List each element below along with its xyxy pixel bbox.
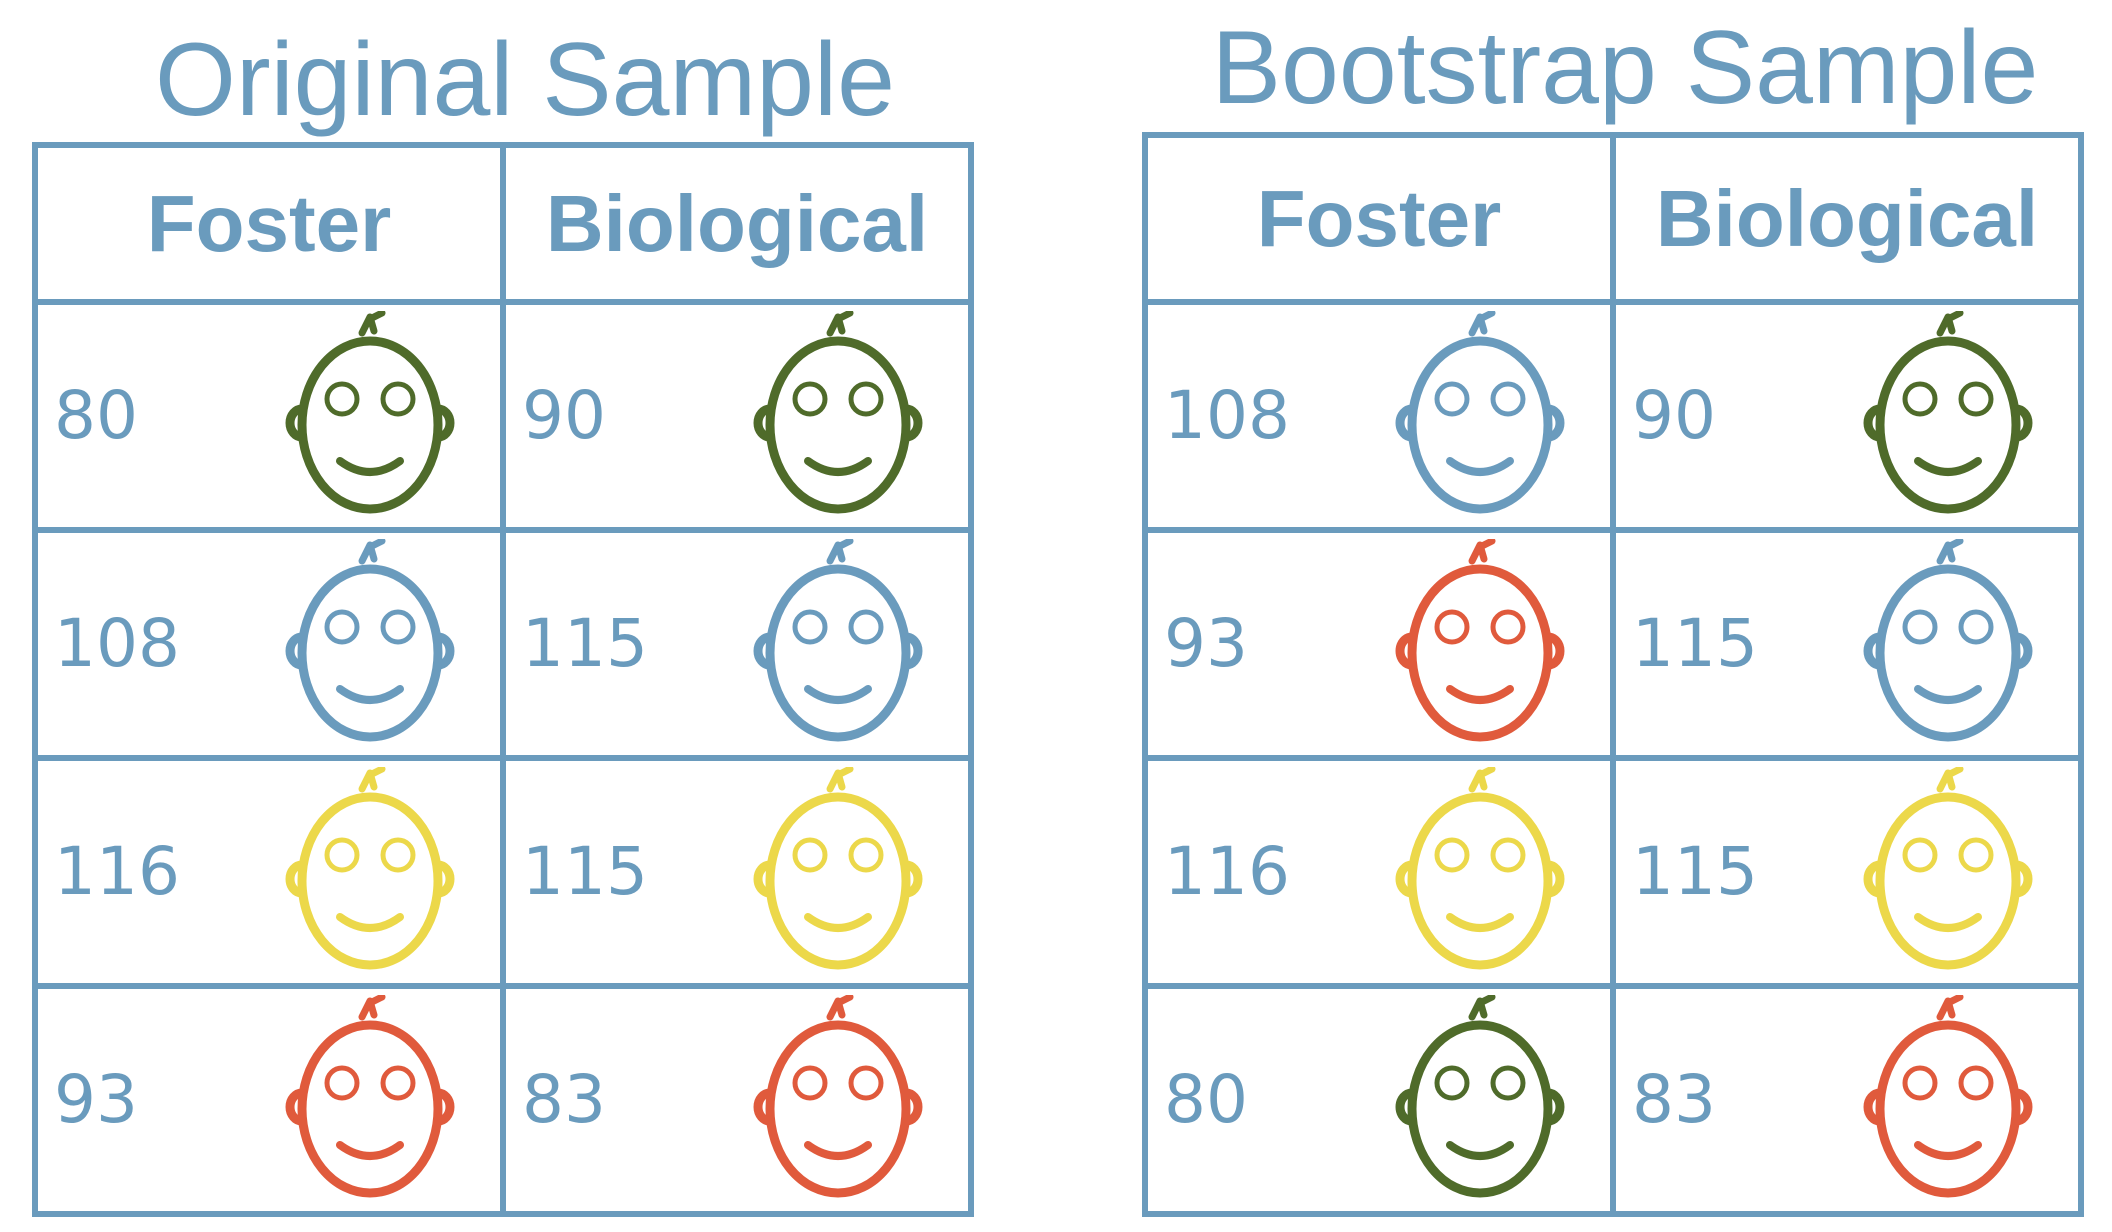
score-value: 115 bbox=[522, 605, 648, 682]
score-value: 80 bbox=[54, 377, 138, 454]
table-cell: 115 bbox=[1610, 527, 2084, 761]
bootstrap-sample-title: Bootstrap Sample bbox=[1211, 10, 2039, 126]
baby-face-icon bbox=[1395, 767, 1565, 970]
table-cell: 108 bbox=[32, 527, 506, 761]
table-cell: 93 bbox=[1142, 527, 1616, 761]
table-cell: 115 bbox=[500, 755, 974, 989]
score-value: 83 bbox=[522, 1061, 606, 1138]
original-sample-panel: Original Sample Foster Biological 80 90 … bbox=[0, 0, 1000, 1232]
table-cell: 83 bbox=[500, 983, 974, 1217]
original-sample-table: Foster Biological 80 90 108 115 bbox=[32, 142, 974, 1217]
score-value: 115 bbox=[522, 833, 648, 910]
table-cell: 90 bbox=[500, 299, 974, 533]
table-cell: 116 bbox=[32, 755, 506, 989]
score-value: 90 bbox=[1632, 377, 1716, 454]
bootstrap-sample-table: Foster Biological 108 90 93 115 bbox=[1142, 132, 2084, 1217]
score-value: 108 bbox=[54, 605, 180, 682]
baby-face-icon bbox=[285, 311, 455, 514]
foster-header: Foster bbox=[1142, 132, 1616, 305]
score-value: 116 bbox=[1164, 833, 1290, 910]
score-value: 108 bbox=[1164, 377, 1290, 454]
baby-face-icon bbox=[753, 539, 923, 742]
score-value: 80 bbox=[1164, 1061, 1248, 1138]
biological-header: Biological bbox=[1610, 132, 2084, 305]
score-value: 93 bbox=[1164, 605, 1248, 682]
table-row: 93 83 bbox=[32, 983, 974, 1217]
table-row: 80 83 bbox=[1142, 983, 2084, 1217]
original-sample-title: Original Sample bbox=[155, 22, 895, 138]
table-row: 108 90 bbox=[1142, 299, 2084, 533]
table-cell: 115 bbox=[500, 527, 974, 761]
score-value: 115 bbox=[1632, 605, 1758, 682]
table-cell: 80 bbox=[32, 299, 506, 533]
bootstrap-sample-panel: Bootstrap Sample Foster Biological 108 9… bbox=[1100, 0, 2112, 1232]
table-cell: 93 bbox=[32, 983, 506, 1217]
baby-face-icon bbox=[285, 995, 455, 1198]
baby-face-icon bbox=[285, 539, 455, 742]
score-value: 90 bbox=[522, 377, 606, 454]
score-value: 116 bbox=[54, 833, 180, 910]
baby-face-icon bbox=[1395, 311, 1565, 514]
score-value: 83 bbox=[1632, 1061, 1716, 1138]
baby-face-icon bbox=[1395, 539, 1565, 742]
table-row: 108 115 bbox=[32, 527, 974, 761]
table-cell: 116 bbox=[1142, 755, 1616, 989]
baby-face-icon bbox=[1395, 995, 1565, 1198]
foster-header: Foster bbox=[32, 142, 506, 305]
baby-face-icon bbox=[753, 311, 923, 514]
baby-face-icon bbox=[1863, 767, 2033, 970]
baby-face-icon bbox=[753, 995, 923, 1198]
baby-face-icon bbox=[1863, 539, 2033, 742]
biological-header: Biological bbox=[500, 142, 974, 305]
baby-face-icon bbox=[1863, 995, 2033, 1198]
table-cell: 108 bbox=[1142, 299, 1616, 533]
baby-face-icon bbox=[285, 767, 455, 970]
table-row: 80 90 bbox=[32, 299, 974, 533]
table-cell: 80 bbox=[1142, 983, 1616, 1217]
baby-face-icon bbox=[753, 767, 923, 970]
table-row: 116 115 bbox=[32, 755, 974, 989]
table-row: 116 115 bbox=[1142, 755, 2084, 989]
table-row: 93 115 bbox=[1142, 527, 2084, 761]
table-cell: 115 bbox=[1610, 755, 2084, 989]
table-cell: 83 bbox=[1610, 983, 2084, 1217]
table-cell: 90 bbox=[1610, 299, 2084, 533]
score-value: 115 bbox=[1632, 833, 1758, 910]
score-value: 93 bbox=[54, 1061, 138, 1138]
baby-face-icon bbox=[1863, 311, 2033, 514]
